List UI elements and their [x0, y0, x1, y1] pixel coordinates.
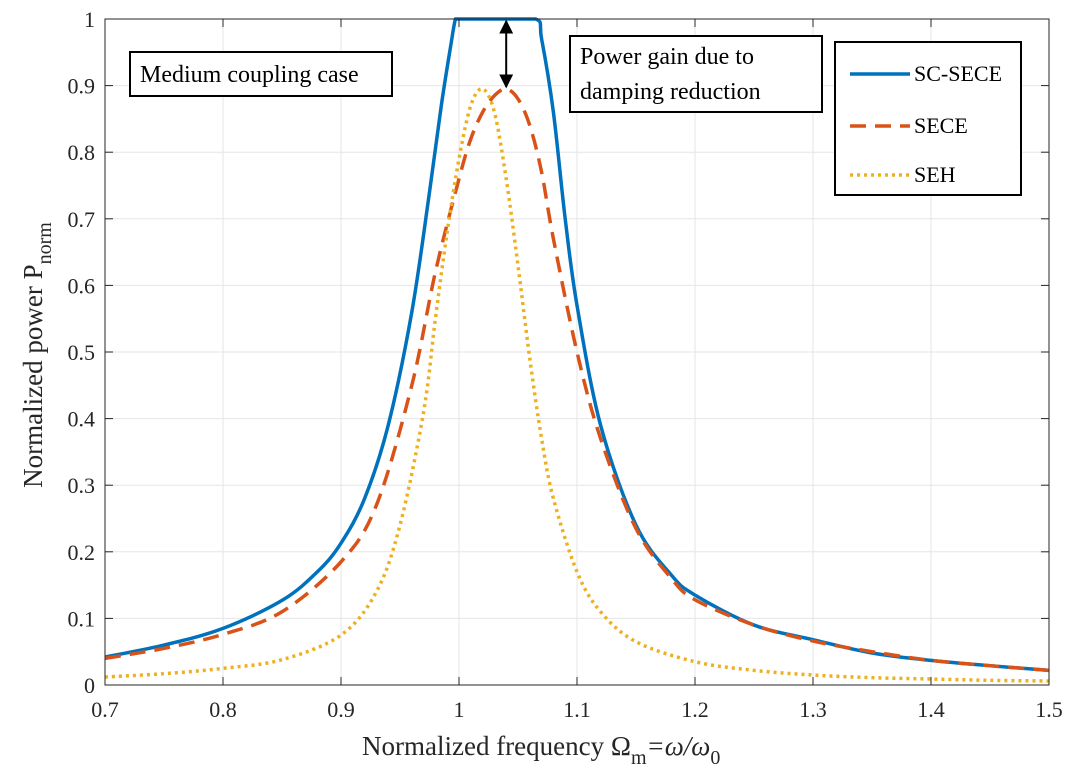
x-axis-label-sub2: 0: [710, 747, 720, 769]
y-tick-label: 0.7: [68, 207, 96, 232]
legend-label-seh: SEH: [914, 162, 956, 187]
x-axis-label-sub: m: [631, 747, 647, 769]
x-tick-label: 0.8: [209, 697, 237, 722]
annotation-power-gain-line2: damping reduction: [580, 79, 761, 105]
series-seh: [104, 87, 1050, 683]
annotation-medium-coupling-text: Medium coupling case: [140, 62, 359, 88]
y-tick-label: 0.6: [68, 273, 96, 298]
x-tick-label: 1.3: [799, 697, 827, 722]
y-tick-label: 0.1: [68, 606, 96, 631]
y-tick-label: 0.4: [68, 407, 96, 432]
legend-label-sc-sece: SC-SECE: [914, 61, 1002, 86]
y-tick-label: 1: [84, 7, 95, 32]
y-tick-label: 0.5: [68, 340, 96, 365]
y-tick-label: 0.8: [68, 140, 96, 165]
series-sece: [104, 87, 1050, 673]
y-axis-label-main: Normalized power P: [18, 264, 48, 487]
x-axis-label: Normalized frequency Ωm=ω/ω0: [362, 731, 720, 769]
x-axis-label-rest: =ω/ω: [647, 731, 711, 761]
x-tick-label: 1.5: [1035, 697, 1063, 722]
x-axis-label-main: Normalized frequency Ω: [362, 731, 631, 761]
x-tick-label: 1.1: [563, 697, 591, 722]
y-tick-label: 0.3: [68, 473, 96, 498]
y-tick-label: 0.2: [68, 540, 96, 565]
x-tick-label: 1.4: [917, 697, 945, 722]
y-tick-label: 0: [84, 673, 95, 698]
annotation-medium-coupling: Medium coupling case: [129, 51, 393, 97]
ticks: 0.7 0.8 0.9 1 1.1 1.2 1.3 1.4 1.5 0 0.1 0.2 0.3 0.4 0.…: [68, 7, 1063, 722]
y-axis-label: Normalized power Pnorm: [18, 222, 56, 488]
annotation-power-gain: Power gain due to damping reduction: [569, 35, 823, 113]
x-tick-label: 1: [454, 697, 465, 722]
annotation-power-gain-line1: Power gain due to: [580, 44, 754, 70]
grid: [104, 18, 1050, 686]
legend-label-sece: SECE: [914, 113, 968, 138]
y-axis-label-sub: norm: [34, 222, 56, 265]
legend: SC-SECE SECE SEH: [834, 41, 1022, 196]
x-tick-label: 0.9: [327, 697, 355, 722]
x-tick-label: 0.7: [91, 697, 119, 722]
y-tick-label: 0.9: [68, 74, 96, 99]
x-tick-label: 1.2: [681, 697, 709, 722]
